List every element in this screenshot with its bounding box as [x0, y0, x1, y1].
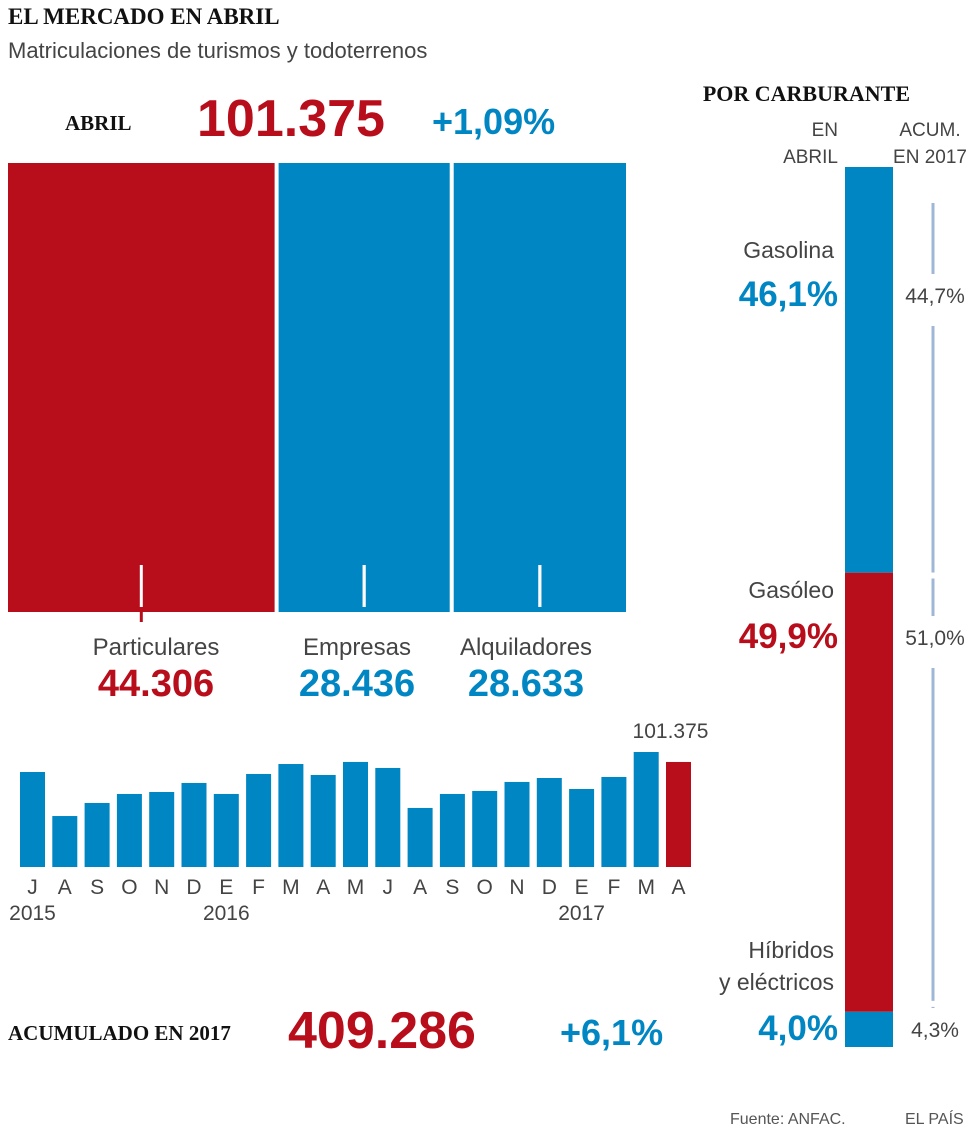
bar: [149, 791, 175, 867]
title: EL MERCADO EN ABRIL: [8, 4, 280, 29]
series-label: EN: [812, 120, 838, 141]
x-tick-label: S: [90, 876, 104, 899]
summary-total: 101.375: [197, 90, 385, 148]
segment: [845, 167, 893, 573]
bar: [84, 802, 110, 867]
bar: [310, 775, 336, 867]
bar: [601, 776, 627, 867]
block: [8, 163, 275, 612]
bar: [569, 788, 595, 867]
value-label: 28.436: [299, 663, 415, 705]
category-label: Alquiladores: [460, 634, 592, 661]
x-tick-label: A: [671, 876, 685, 899]
x-tick-label: M: [637, 876, 655, 899]
bar: [181, 782, 207, 867]
summary-label: ABRIL: [65, 111, 132, 135]
x-tick-label: A: [58, 876, 72, 899]
x-tick-label: M: [282, 876, 300, 899]
bar: [375, 767, 401, 867]
accumulated-label: ACUMULADO EN 2017: [8, 1021, 231, 1045]
bar: [52, 816, 78, 867]
bar: [472, 790, 498, 867]
category-label: y eléctricos: [719, 969, 834, 995]
year-label: 2016: [203, 902, 250, 925]
block: [278, 163, 450, 612]
x-tick-label: O: [477, 876, 493, 899]
category-label: Híbridos: [748, 937, 834, 963]
fuel-title: POR CARBURANTE: [703, 81, 910, 106]
bar: [633, 752, 659, 867]
bar: [504, 781, 530, 867]
x-tick-label: J: [383, 876, 394, 899]
value-label: 44.306: [98, 663, 214, 705]
block-tick-white: [139, 565, 143, 607]
x-tick-label: F: [252, 876, 265, 899]
bar: [536, 778, 562, 867]
category-label: Gasolina: [743, 237, 834, 263]
x-tick-label: O: [121, 876, 137, 899]
block: [453, 163, 626, 612]
bar-value-label: 101.375: [633, 720, 709, 743]
x-tick-label: D: [186, 876, 201, 899]
summary-change: +1,09%: [432, 101, 555, 142]
series-label: EN 2017: [893, 147, 967, 168]
category-label: Particulares: [93, 634, 220, 661]
acum-value-label: 44,7%: [905, 285, 965, 308]
bar: [439, 793, 465, 867]
category-label: Empresas: [303, 634, 411, 661]
bar: [343, 761, 368, 867]
x-tick-label: F: [607, 876, 620, 899]
x-tick-label: J: [27, 876, 38, 899]
x-tick-label: E: [575, 876, 589, 899]
accumulated-change: +6,1%: [560, 1012, 663, 1053]
bar: [213, 793, 239, 867]
x-tick-label: A: [413, 876, 427, 899]
category-label: Gasóleo: [748, 577, 834, 603]
value-label: 46,1%: [739, 275, 838, 314]
bar: [246, 773, 272, 867]
credit: EL PAÍS: [905, 1109, 964, 1128]
x-tick-label: D: [542, 876, 557, 899]
series-label: ACUM.: [899, 120, 960, 141]
x-tick-label: N: [154, 876, 169, 899]
bar: [407, 807, 433, 867]
value-label: 49,9%: [739, 617, 838, 656]
x-tick-label: S: [445, 876, 459, 899]
series-label: ABRIL: [783, 147, 838, 168]
acum-value-label: 51,0%: [905, 627, 965, 650]
year-label: 2015: [9, 902, 56, 925]
bar: [116, 793, 142, 867]
block-tick-white: [362, 565, 366, 607]
block-tick-white: [538, 565, 542, 607]
bar: [20, 771, 45, 867]
subtitle: Matriculaciones de turismos y todoterren…: [8, 38, 427, 63]
bar: [278, 764, 304, 867]
bar: [666, 761, 691, 867]
x-tick-label: M: [347, 876, 365, 899]
acum-value-label: 4,3%: [911, 1019, 959, 1042]
accumulated-total: 409.286: [288, 1002, 476, 1060]
segment: [845, 572, 893, 1012]
value-label: 4,0%: [758, 1009, 838, 1048]
source: Fuente: ANFAC.: [730, 1111, 846, 1128]
segment: [845, 1011, 893, 1047]
value-label: 28.633: [468, 663, 584, 705]
x-tick-label: E: [219, 876, 233, 899]
year-label: 2017: [558, 902, 605, 925]
x-tick-label: N: [509, 876, 524, 899]
x-tick-label: A: [316, 876, 330, 899]
